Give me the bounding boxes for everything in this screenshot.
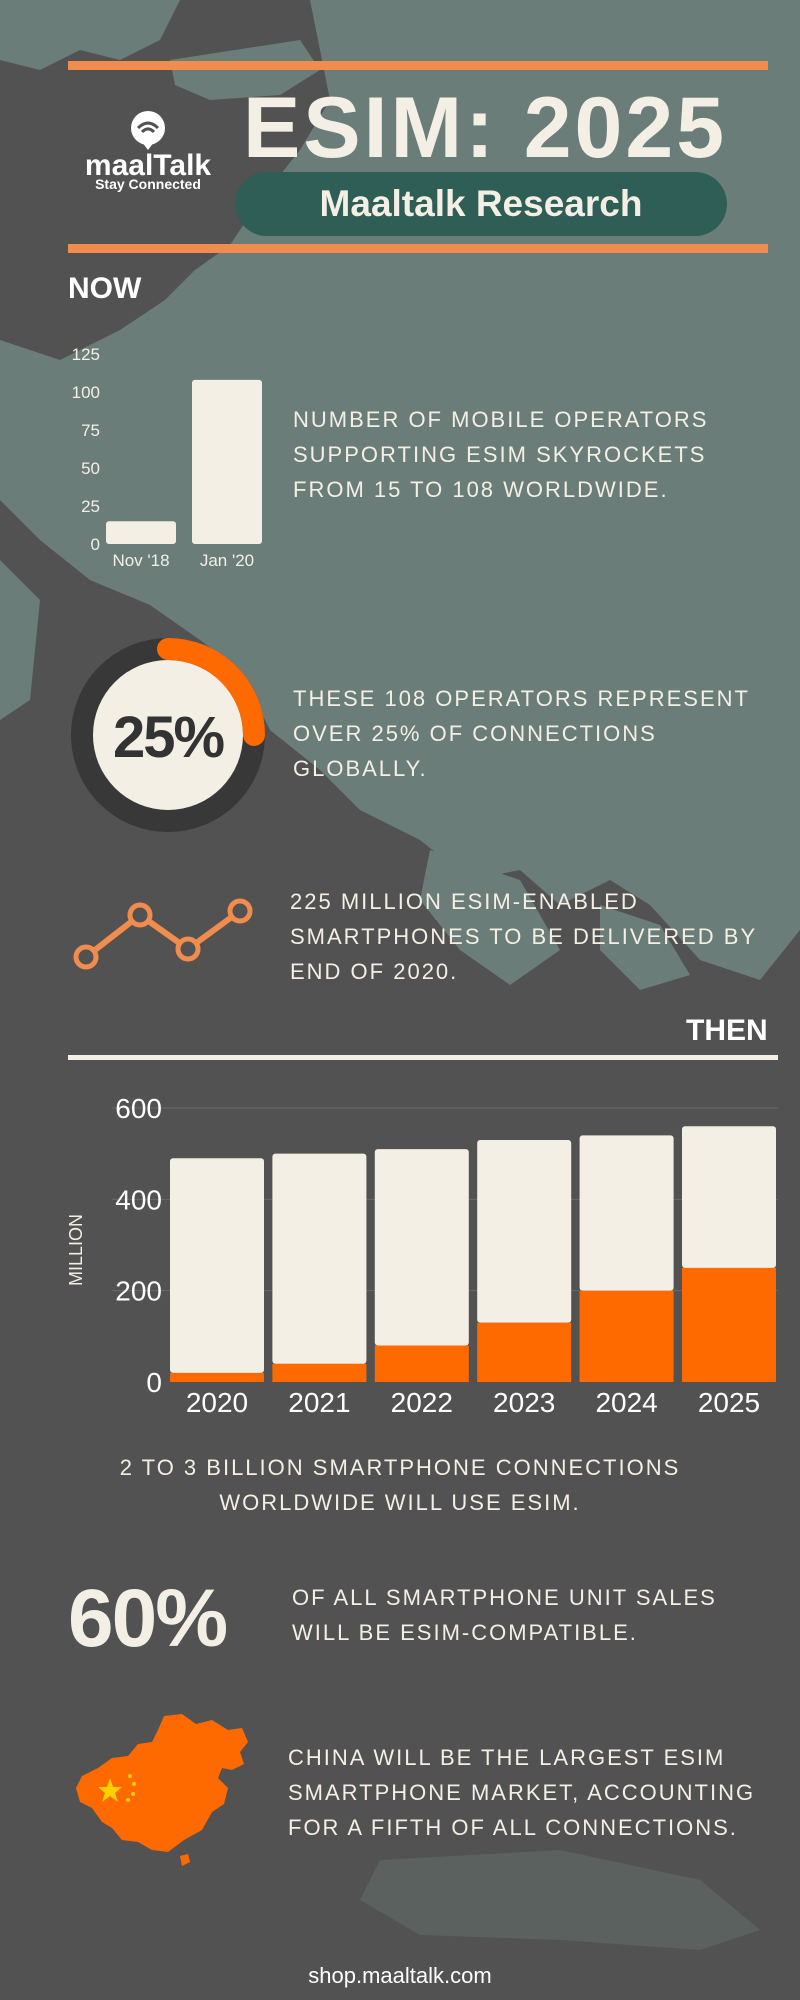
subtitle-badge: Maaltalk Research: [235, 172, 727, 236]
y-tick-label: 125: [72, 345, 100, 364]
logo-tagline: Stay Connected: [95, 176, 201, 192]
china-market-description: CHINA WILL BE THE LARGEST ESIM SMARTPHON…: [288, 1745, 756, 1840]
donut-center: [93, 660, 243, 810]
operators-description: NUMBER OF MOBILE OPERATORS SUPPORTING ES…: [293, 407, 709, 502]
y-tick-label: 200: [115, 1276, 162, 1307]
bar-2025-segment-2: [682, 1126, 776, 1268]
y-tick-label: 50: [81, 459, 100, 478]
connections-share-donut: [71, 638, 265, 832]
footer-url[interactable]: shop.maaltalk.com: [308, 1963, 492, 1988]
connections-share-value: 25%: [112, 705, 225, 770]
header-top-rule: [68, 61, 768, 70]
header-bottom-rule: [68, 244, 768, 253]
y-tick-label: 100: [72, 383, 100, 402]
connections-share-description: THESE 108 OPERATORS REPRESENT OVER 25% O…: [293, 686, 750, 781]
then-divider: [68, 1055, 778, 1060]
bar-2021-segment-1: [272, 1363, 367, 1382]
x-tick-label: Jan '20: [200, 551, 254, 570]
y-tick-label: 0: [91, 535, 100, 554]
china-map-icon: [76, 1714, 248, 1866]
y-tick-label: 400: [115, 1184, 162, 1215]
y-axis-label: MILLION: [66, 1214, 86, 1286]
x-tick-label: Nov '18: [112, 551, 169, 570]
x-tick-label: 2023: [493, 1387, 555, 1418]
devices-description: 225 MILLION ESIM-ENABLED SMARTPHONES TO …: [290, 889, 757, 984]
y-tick-label: 25: [81, 497, 100, 516]
bar-2023-segment-2: [477, 1139, 572, 1323]
connections-forecast-description: 2 TO 3 BILLION SMARTPHONE CONNECTIONS WO…: [119, 1455, 681, 1515]
wifi-signal-icon: [131, 111, 165, 150]
bar-2022-segment-1: [374, 1345, 469, 1382]
bar-2020-segment-2: [170, 1158, 264, 1373]
bar-nov-18: [106, 521, 176, 544]
y-tick-label: 0: [146, 1367, 162, 1398]
bar-jan-20: [192, 379, 262, 544]
section-label-now: NOW: [68, 272, 142, 305]
trend-line-icon: [73, 898, 253, 970]
bar-2024-segment-1: [579, 1290, 674, 1382]
bar-2024-segment-2: [579, 1135, 674, 1291]
y-tick-label: 600: [115, 1093, 162, 1124]
x-tick-label: 2020: [186, 1387, 248, 1418]
y-tick-label: 75: [81, 421, 100, 440]
bar-2025-segment-1: [682, 1267, 776, 1382]
sales-share-description: OF ALL SMARTPHONE UNIT SALES WILL BE ESI…: [292, 1585, 717, 1645]
donut-slice-share: [157, 638, 265, 746]
x-tick-label: 2021: [288, 1387, 350, 1418]
operators-bar-chart: 0 25 50 75 100 125 Nov '18 Jan '20: [72, 345, 262, 570]
page-title: ESIM: 2025: [242, 80, 728, 176]
x-tick-label: 2022: [391, 1387, 453, 1418]
esim-forecast-stacked-chart: 0 200 400 600 MILLION 2020 2021 2022 2023 2024 202…: [66, 1093, 778, 1418]
bar-2023-segment-1: [477, 1322, 572, 1382]
sales-share-value: 60%: [68, 1573, 228, 1664]
bar-2022-segment-2: [374, 1149, 469, 1346]
x-tick-label: 2024: [595, 1387, 657, 1418]
bar-2021-segment-2: [272, 1153, 367, 1364]
bar-2020-segment-1: [170, 1372, 264, 1382]
section-label-then: THEN: [686, 1014, 768, 1047]
x-tick-label: 2025: [698, 1387, 760, 1418]
logo-name: maalTalk: [84, 149, 212, 182]
